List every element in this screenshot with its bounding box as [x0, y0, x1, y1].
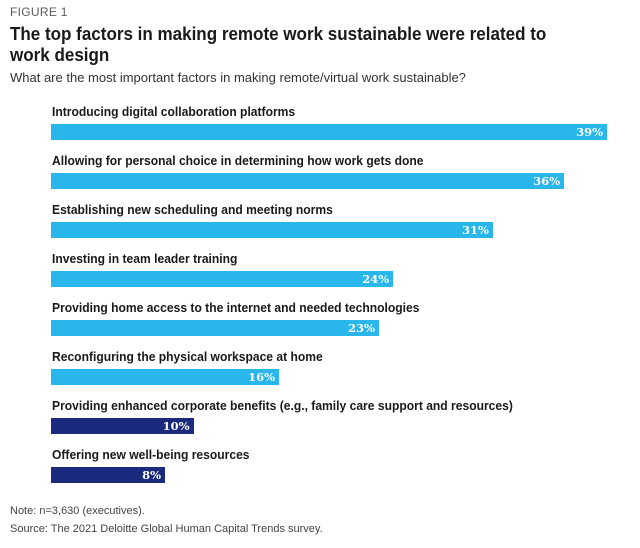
bar-label: Offering new well-being resources [52, 447, 250, 462]
bar-label: Introducing digital collaboration platfo… [52, 104, 296, 119]
bar-label: Allowing for personal choice in determin… [52, 153, 424, 168]
chart-subtitle: What are the most important factors in m… [10, 70, 466, 85]
note: Note: n=3,630 (executives). [10, 505, 145, 517]
figure-label: FIGURE 1 [10, 5, 68, 19]
bar: 8% [51, 467, 166, 483]
bar-value-label: 23% [347, 321, 375, 335]
bar: 10% [51, 418, 194, 434]
bar: 31% [51, 222, 493, 238]
bar-label: Establishing new scheduling and meeting … [52, 202, 333, 217]
bar-value-label: 31% [462, 223, 489, 237]
bar-value-label: 10% [162, 419, 190, 433]
bar: 24% [51, 271, 394, 287]
bar-value-label: 36% [533, 174, 561, 188]
bar-label: Providing home access to the internet an… [52, 300, 420, 315]
bar-label: Providing enhanced corporate benefits (e… [52, 398, 513, 413]
bar-value-label: 24% [362, 272, 390, 286]
source: Source: The 2021 Deloitte Global Human C… [10, 523, 323, 535]
bar: 16% [51, 369, 280, 385]
bar: 23% [51, 320, 379, 336]
bar-label: Investing in team leader training [52, 251, 238, 266]
bar-label: Reconfiguring the physical workspace at … [52, 349, 323, 364]
bar-value-label: 39% [576, 125, 603, 139]
bar: 39% [51, 124, 607, 140]
chart-title: The top factors in making remote work su… [10, 23, 547, 65]
bar-value-label: 16% [248, 370, 276, 384]
bar-value-label: 8% [142, 468, 162, 482]
bar: 36% [51, 173, 565, 189]
